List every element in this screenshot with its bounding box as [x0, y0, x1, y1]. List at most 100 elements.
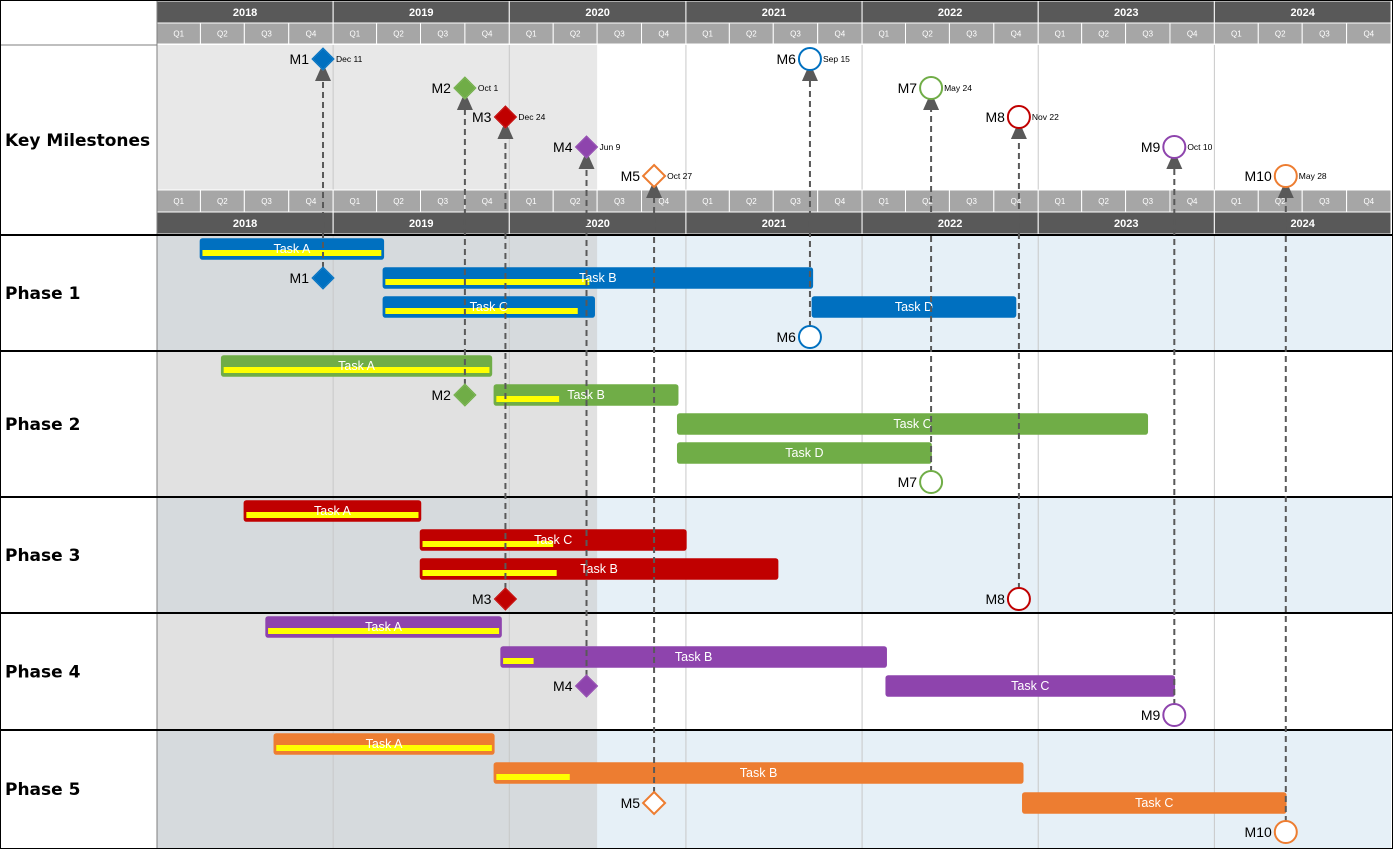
task-progress: [496, 774, 570, 780]
row-label-key: Key Milestones: [5, 131, 150, 151]
quarter-label-top: Q2: [1098, 30, 1109, 39]
quarter-label-mid: Q1: [1231, 197, 1242, 206]
milestone-diamond-outline: [574, 135, 599, 159]
quarter-label-top: Q1: [878, 30, 889, 39]
milestone-diamond-outline: [453, 76, 477, 100]
quarter-label-top: Q4: [835, 30, 846, 39]
task-bars: Task A Task B Task C Task D Task A Task B Task…: [199, 238, 1287, 814]
year-label-mid: 2020: [585, 218, 609, 230]
milestone-diamond-m5: [641, 163, 667, 189]
milestone-circle-m10: [1273, 164, 1298, 188]
task-progress: [385, 279, 590, 285]
milestones: M1 Dec 11 M1 M2 Oct 1 M2 M3 Dec 24 M3 M4 Jun 9 M4 M5…: [290, 47, 1327, 844]
quarter-label-top: Q3: [614, 30, 625, 39]
quarter-label-mid: Q2: [1275, 197, 1286, 206]
year-label-mid: 2018: [233, 218, 257, 230]
task-label: Task A: [366, 737, 403, 751]
year-label-mid: 2023: [1114, 218, 1138, 230]
quarter-label-mid: Q4: [658, 197, 669, 206]
milestone-label-m7: M7: [898, 474, 918, 490]
milestone-label-m6: M6: [777, 329, 797, 345]
task-bar: [1022, 792, 1287, 814]
task-label: Task B: [579, 271, 617, 285]
milestone-label-m8: M8: [985, 591, 1005, 607]
task-bar: [500, 646, 887, 668]
milestone-circle-m6: [797, 325, 822, 349]
row-label-p4: Phase 4: [5, 663, 81, 683]
milestone-circle-m8: [1006, 105, 1031, 129]
milestone-label-m9: M9: [1141, 707, 1161, 723]
year-label-mid: 2021: [762, 218, 786, 230]
task-progress: [223, 367, 490, 373]
task-progress: [268, 628, 500, 634]
milestone-date-m7: May 24: [944, 83, 972, 93]
task-label: Task C: [470, 300, 508, 314]
quarter-label-mid: Q3: [790, 197, 801, 206]
quarter-label-mid: Q4: [835, 197, 846, 206]
milestone-label-m10: M10: [1245, 168, 1272, 184]
milestone-date-m4: Jun 9: [600, 142, 621, 152]
task-label: Task D: [895, 300, 933, 314]
task-bar: [885, 675, 1176, 697]
milestone-label-m8: M8: [985, 109, 1005, 125]
year-label-top: 2023: [1114, 7, 1138, 19]
milestone-label-m4: M4: [553, 678, 573, 694]
task-progress: [503, 658, 534, 664]
milestone-diamond-outline: [453, 383, 477, 407]
quarter-label-top: Q3: [1142, 30, 1153, 39]
milestone-label-m2: M2: [431, 80, 451, 96]
milestone-circle-m10: [1273, 820, 1298, 844]
milestone-label-m1: M1: [290, 51, 310, 67]
milestone-circle-m9: [1162, 703, 1187, 727]
milestone-date-m3: Dec 24: [518, 112, 545, 122]
task-label: Task C: [1135, 796, 1173, 810]
year-label-mid: 2022: [938, 218, 962, 230]
quarter-label-mid: Q2: [746, 197, 757, 206]
milestone-diamond-outline: [311, 266, 335, 290]
quarter-label-top: Q1: [173, 30, 184, 39]
row-label-p2: Phase 2: [5, 415, 80, 435]
quarter-label-top: Q2: [922, 30, 933, 39]
milestone-circle-m8: [1006, 587, 1031, 611]
milestone-label-m10: M10: [1245, 824, 1272, 840]
task-progress: [246, 512, 419, 518]
quarter-label-mid: Q4: [1187, 197, 1198, 206]
quarter-label-top: Q2: [217, 30, 228, 39]
quarter-label-top: Q1: [702, 30, 713, 39]
milestone-date-m1: Dec 11: [336, 54, 363, 64]
row-label-p5: Phase 5: [5, 780, 80, 800]
quarter-label-mid: Q3: [1319, 197, 1330, 206]
milestone-label-m4: M4: [553, 139, 573, 155]
quarter-label-mid: Q1: [1055, 197, 1066, 206]
task-progress: [422, 570, 557, 576]
past-shading: [157, 45, 598, 849]
milestone-circle-m6: [797, 47, 822, 71]
milestone-date-m8: Nov 22: [1032, 112, 1059, 122]
milestone-diamond-outline: [574, 674, 599, 698]
quarter-label-mid: Q3: [966, 197, 977, 206]
quarter-label-mid: Q1: [702, 197, 713, 206]
quarter-label-top: Q1: [1231, 30, 1242, 39]
task-label: Task A: [338, 359, 375, 373]
quarter-label-top: Q4: [658, 30, 669, 39]
milestone-diamond-outline: [311, 47, 335, 71]
quarter-label-mid: Q1: [526, 197, 537, 206]
milestone-circle-m7: [919, 76, 944, 100]
quarter-label-mid: Q1: [878, 197, 889, 206]
task-bar: [811, 296, 1017, 318]
task-progress: [385, 308, 578, 314]
year-label-top: 2022: [938, 7, 962, 19]
task-progress: [202, 250, 382, 256]
year-label-mid: 2019: [409, 218, 433, 230]
task-label: Task A: [365, 620, 402, 634]
quarter-label-top: Q3: [790, 30, 801, 39]
milestone-date-m5: Oct 27: [667, 171, 692, 181]
quarter-label-top: Q4: [482, 30, 493, 39]
milestone-date-m2: Oct 1: [478, 83, 499, 93]
milestone-label-m1: M1: [290, 270, 310, 286]
quarter-label-top: Q3: [261, 30, 272, 39]
task-label: Task D: [785, 446, 823, 460]
quarter-label-top: Q2: [393, 30, 404, 39]
quarter-label-mid: Q3: [1142, 197, 1153, 206]
quarter-label-mid: Q4: [1363, 197, 1374, 206]
